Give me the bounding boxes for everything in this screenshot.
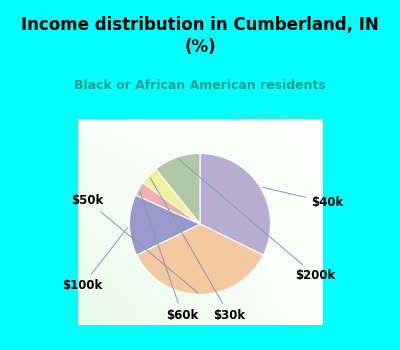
Wedge shape: [137, 224, 263, 295]
Wedge shape: [136, 183, 200, 224]
Text: $100k: $100k: [62, 228, 128, 292]
Wedge shape: [130, 195, 200, 255]
Text: $60k: $60k: [140, 191, 198, 322]
Text: Income distribution in Cumberland, IN
(%): Income distribution in Cumberland, IN (%…: [21, 16, 379, 56]
Wedge shape: [200, 153, 270, 255]
Wedge shape: [143, 169, 200, 224]
Wedge shape: [156, 153, 200, 224]
Text: Black or African American residents: Black or African American residents: [74, 79, 326, 92]
Text: $40k: $40k: [262, 187, 344, 209]
Text: ⓘ City-Data.com: ⓘ City-Data.com: [232, 111, 315, 121]
Text: $50k: $50k: [71, 194, 198, 293]
Text: $200k: $200k: [179, 159, 336, 282]
Text: $30k: $30k: [150, 178, 246, 322]
